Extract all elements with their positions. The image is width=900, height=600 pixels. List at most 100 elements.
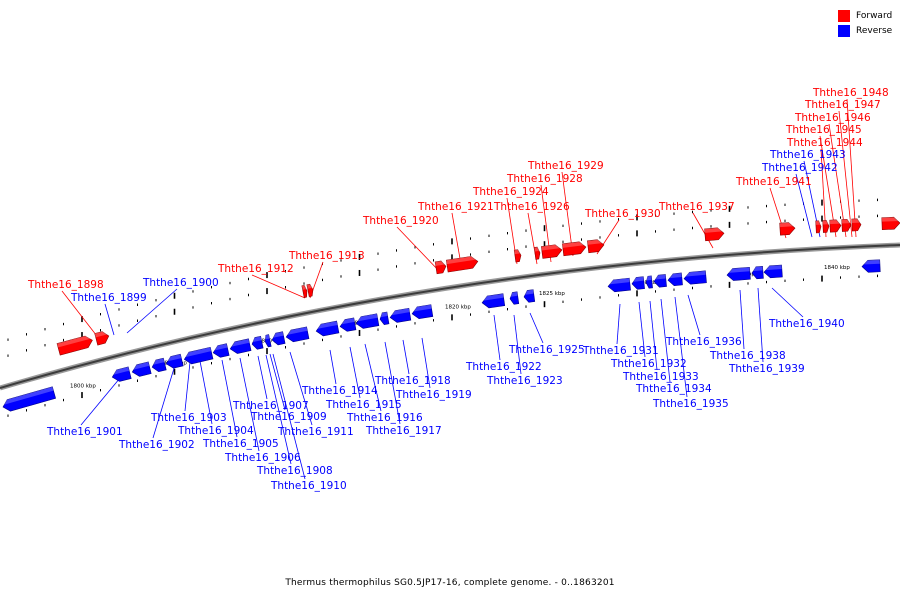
gene-highlight [228, 338, 250, 348]
gene-shape [704, 227, 725, 242]
gene-shape [151, 357, 167, 373]
gene-shape [751, 266, 764, 280]
gene-highlight [339, 317, 355, 325]
reverse-gene-arrow [339, 317, 357, 332]
reverse-leader-line [126, 288, 178, 334]
reverse-gene-label: Ththe16_1900 [142, 277, 219, 289]
gene-shape [165, 353, 184, 369]
forward-gene-label: Ththe16_1926 [493, 201, 570, 213]
forward-gene-arrow [513, 249, 522, 263]
reverse-gene-label: Ththe16_1917 [365, 425, 442, 437]
reverse-gene-arrow [523, 289, 536, 303]
forward-gene-arrow [779, 222, 796, 236]
forward-gene-arrow [94, 330, 110, 346]
gene-shape [229, 338, 252, 354]
reverse-gene-label: Ththe16_1923 [486, 375, 563, 387]
reverse-leader-line [674, 296, 688, 398]
genome-backbone [0, 242, 900, 391]
reverse-gene-label: Ththe16_1934 [635, 383, 712, 395]
reverse-leader-line [739, 289, 745, 350]
gene-highlight [164, 354, 182, 362]
reverse-leader-line [771, 287, 804, 318]
forward-leader-line [561, 171, 574, 257]
gene-highlight [861, 259, 880, 265]
reverse-gene-arrow [607, 277, 631, 293]
legend-forward-label: Forward [856, 10, 893, 21]
legend-reverse: Reverse [838, 23, 892, 38]
forward-gene-arrow [815, 220, 822, 234]
reverse-leader-line [199, 360, 213, 425]
gene-shape [726, 266, 751, 281]
gene-highlight [587, 238, 604, 245]
gene-highlight [1, 386, 54, 406]
gene-highlight [355, 313, 378, 322]
reverse-leader-line [104, 303, 115, 336]
forward-swatch [838, 9, 850, 22]
forward-gene-arrow [533, 246, 541, 260]
reverse-gene-label: Ththe16_1919 [395, 389, 472, 401]
reverse-gene-label: Ththe16_1906 [224, 452, 301, 464]
reverse-gene-label: Ththe16_1903 [150, 412, 227, 424]
scale-label: 1840 kbp [824, 265, 850, 271]
gene-shape [779, 222, 796, 236]
reverse-leader-line [513, 314, 522, 375]
gene-highlight [211, 343, 228, 351]
reverse-leader-line [265, 354, 292, 465]
forward-gene-label: Ththe16_1921 [417, 201, 494, 213]
forward-gene-label: Ththe16_1946 [794, 112, 871, 124]
reverse-gene-arrow [726, 266, 751, 281]
gene-shape [285, 326, 310, 343]
gene-highlight [653, 274, 666, 280]
reverse-gene-arrow [645, 275, 653, 289]
legend: Forward Reverse [838, 8, 892, 38]
gene-highlight [130, 361, 150, 371]
reverse-gene-arrow [667, 272, 683, 287]
reverse-leader-line [757, 287, 764, 363]
gene-highlight [379, 311, 388, 318]
reverse-gene-label: Ththe16_1908 [256, 465, 333, 477]
scale-label: 1800 kbp [70, 384, 96, 390]
reverse-gene-arrow [389, 307, 412, 323]
reverse-gene-label: Ththe16_1901 [46, 426, 123, 438]
forward-gene-label: Ththe16_1937 [658, 201, 735, 213]
gene-highlight [57, 334, 92, 348]
gene-shape [315, 320, 340, 337]
reverse-gene-label: Ththe16_1916 [346, 412, 423, 424]
reverse-gene-arrow [631, 276, 645, 290]
forward-gene-label: Ththe16_1944 [786, 137, 863, 149]
reverse-gene-arrow [751, 266, 764, 280]
gene-highlight [704, 227, 724, 233]
gene-highlight [683, 270, 706, 277]
reverse-gene-arrow [481, 293, 506, 309]
reverse-gene-label: Ththe16_1909 [250, 411, 327, 423]
forward-leader-line [828, 123, 847, 238]
gene-shape [587, 239, 605, 254]
reverse-gene-arrow [315, 320, 340, 337]
reverse-gene-label: Ththe16_1915 [325, 399, 402, 411]
reverse-gene-arrow [130, 361, 152, 377]
reverse-gene-label: Ththe16_1905 [202, 438, 279, 450]
reverse-gene-label: Ththe16_1899 [70, 292, 147, 304]
forward-gene-label: Ththe16_1929 [527, 160, 604, 172]
gene-highlight [851, 218, 861, 224]
reverse-gene-label: Ththe16_1911 [277, 426, 354, 438]
reverse-gene-label: Ththe16_1935 [652, 398, 729, 410]
reverse-leader-line [687, 294, 701, 336]
reverse-gene-label: Ththe16_1942 [761, 162, 838, 174]
reverse-leader-line [221, 359, 238, 438]
reverse-leader-line [638, 301, 646, 358]
forward-gene-label: Ththe16_1912 [217, 263, 294, 275]
reverse-gene-arrow [653, 274, 667, 288]
forward-leader-line [692, 212, 714, 249]
reverse-gene-arrow [110, 366, 132, 382]
gene-highlight [250, 336, 262, 343]
forward-gene-arrow [587, 238, 605, 254]
reverse-gene-label: Ththe16_1940 [768, 318, 845, 330]
gene-highlight [509, 291, 518, 297]
reverse-leader-line [152, 364, 176, 439]
gene-highlight [726, 267, 750, 274]
gene-shape [815, 220, 822, 234]
reverse-leader-line [184, 361, 191, 412]
